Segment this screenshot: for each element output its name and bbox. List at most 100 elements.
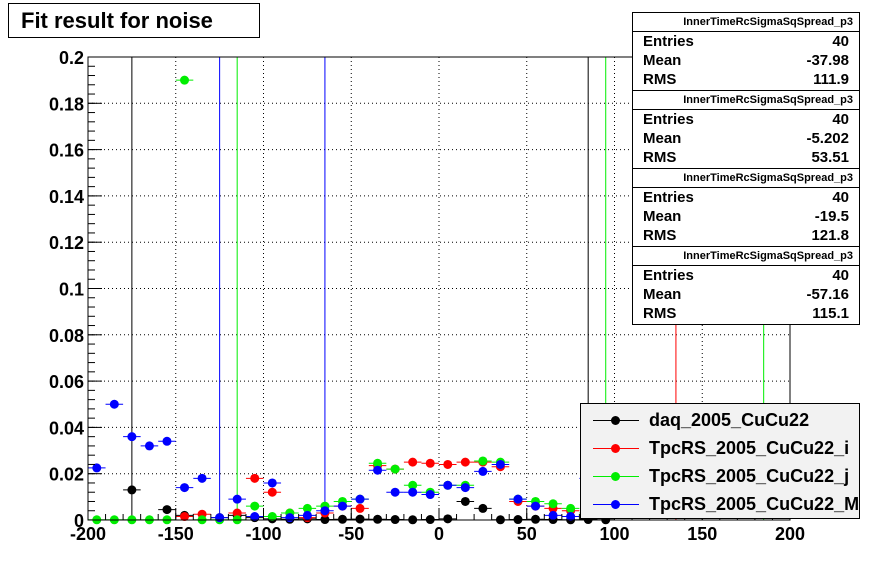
stats-mean-row: Mean -19.5 — [643, 208, 849, 225]
stats-rms-row: RMS 115.1 — [643, 305, 849, 322]
data-point — [478, 503, 488, 513]
y-tick-label: 0 — [74, 511, 84, 531]
y-tick-label: 0.02 — [49, 465, 84, 485]
data-point — [373, 458, 383, 468]
data-point — [337, 501, 347, 511]
data-point — [355, 494, 365, 504]
data-point — [337, 514, 347, 524]
data-point — [232, 494, 242, 504]
legend-item-tpcrs-m: TpcRS_2005_CuCu22_M — [581, 490, 859, 518]
data-point — [460, 457, 470, 467]
stats-box-2: InnerTimeRcSigmaSqSpread_p3 Entries 40 Me… — [632, 90, 860, 169]
stats-mean-row: Mean -5.202 — [643, 130, 849, 147]
data-point — [250, 512, 260, 522]
stats-mean-row: Mean -37.98 — [643, 52, 849, 69]
data-point — [373, 514, 383, 524]
x-tick-label: -200 — [70, 524, 106, 544]
stats-name: InnerTimeRcSigmaSqSpread_p3 — [633, 169, 859, 188]
data-point — [197, 473, 207, 483]
y-tick-label: 0.06 — [49, 372, 84, 392]
stats-rms-row: RMS 111.9 — [643, 71, 849, 88]
data-point — [566, 512, 576, 522]
data-point — [267, 487, 277, 497]
data-marks — [88, 75, 615, 525]
data-point — [180, 75, 190, 85]
stats-entries-row: Entries 40 — [643, 33, 849, 50]
chart-title: Fit result for noise — [21, 8, 213, 33]
axes: -200 -150 -100 -50 0 50 100 150 200 0 0.02 0.04 0.06… — [49, 48, 805, 544]
y-tick-label: 0.18 — [49, 94, 84, 114]
y-tick-label: 0.08 — [49, 326, 84, 346]
data-point — [267, 512, 277, 522]
data-point — [250, 473, 260, 483]
data-point — [495, 459, 505, 469]
stats-rms-row: RMS 53.51 — [643, 149, 849, 166]
x-tick-label: 50 — [517, 524, 537, 544]
data-point — [548, 499, 558, 509]
data-point — [408, 487, 418, 497]
y-tick-label: 0.12 — [49, 233, 84, 253]
data-point — [408, 480, 418, 490]
y-tick-label: 0.2 — [59, 48, 84, 68]
y-tick-label: 0.04 — [49, 418, 84, 438]
data-point — [215, 513, 225, 523]
data-point — [320, 506, 330, 516]
data-point — [531, 501, 541, 511]
stats-name: InnerTimeRcSigmaSqSpread_p3 — [633, 247, 859, 266]
data-point — [443, 480, 453, 490]
stats-entries-row: Entries 40 — [643, 189, 849, 206]
data-point — [127, 432, 137, 442]
data-point — [302, 510, 312, 520]
stats-box-4: InnerTimeRcSigmaSqSpread_p3 Entries 40 Me… — [632, 246, 860, 325]
data-point — [144, 441, 154, 451]
data-point — [425, 458, 435, 468]
data-point — [548, 510, 558, 520]
legend: daq_2005_CuCu22 TpcRS_2005_CuCu22_i TpcR… — [580, 403, 860, 519]
data-point — [109, 399, 119, 409]
x-tick-label: 150 — [687, 524, 717, 544]
data-point — [162, 436, 172, 446]
data-point — [390, 464, 400, 474]
stats-entries-row: Entries 40 — [643, 111, 849, 128]
data-point — [478, 466, 488, 476]
x-tick-label: 0 — [434, 524, 444, 544]
data-point — [425, 490, 435, 500]
y-tick-label: 0.1 — [59, 280, 84, 300]
data-point — [250, 501, 260, 511]
data-point — [460, 496, 470, 506]
y-tick-label: 0.16 — [49, 141, 84, 161]
data-point — [443, 514, 453, 524]
x-tick-label: -100 — [245, 524, 281, 544]
data-point — [460, 483, 470, 493]
legend-item-tpcrs-i: TpcRS_2005_CuCu22_i — [581, 434, 859, 462]
y-tick-label: 0.14 — [49, 187, 84, 207]
chart-title-box: Fit result for noise — [8, 3, 260, 38]
data-point — [180, 483, 190, 493]
data-point — [267, 478, 277, 488]
data-point — [390, 487, 400, 497]
data-point — [513, 494, 523, 504]
data-point — [285, 513, 295, 523]
x-tick-label: 200 — [775, 524, 805, 544]
x-tick-label: -150 — [158, 524, 194, 544]
data-point — [355, 514, 365, 524]
data-point — [531, 514, 541, 524]
stats-box-1: InnerTimeRcSigmaSqSpread_p3 Entries 40 Me… — [632, 12, 860, 91]
data-point — [355, 503, 365, 513]
data-point — [302, 503, 312, 513]
data-point — [127, 485, 137, 495]
x-tick-label: -50 — [338, 524, 364, 544]
stats-name: InnerTimeRcSigmaSqSpread_p3 — [633, 91, 859, 110]
data-point — [408, 457, 418, 467]
data-point — [180, 512, 190, 522]
data-point — [443, 459, 453, 469]
stats-entries-row: Entries 40 — [643, 267, 849, 284]
data-point — [232, 508, 242, 518]
stats-name: InnerTimeRcSigmaSqSpread_p3 — [633, 13, 859, 32]
stats-rms-row: RMS 121.8 — [643, 227, 849, 244]
stats-mean-row: Mean -57.16 — [643, 286, 849, 303]
stats-box-3: InnerTimeRcSigmaSqSpread_p3 Entries 40 Me… — [632, 168, 860, 247]
x-tick-label: 100 — [599, 524, 629, 544]
data-point — [566, 503, 576, 513]
data-point — [92, 463, 102, 473]
